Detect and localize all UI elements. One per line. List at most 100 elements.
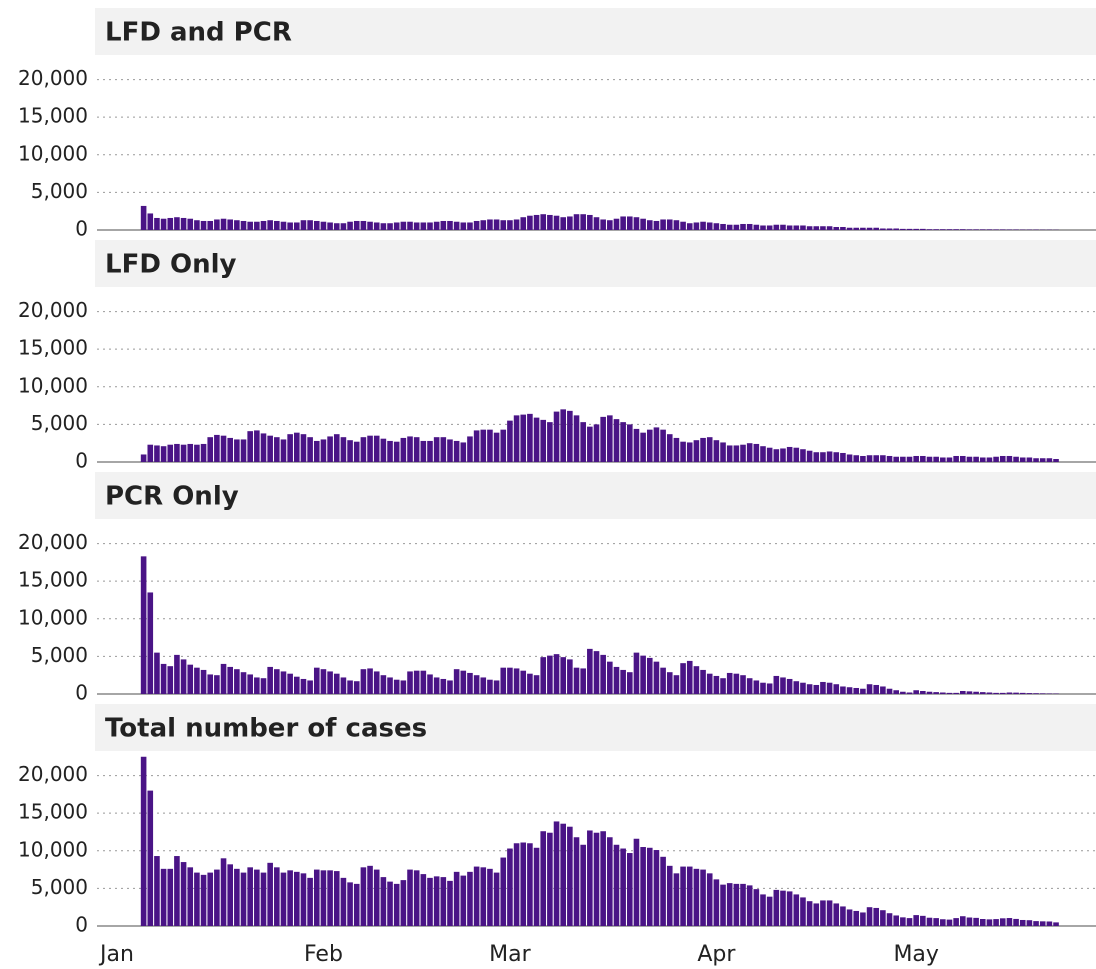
bar [986, 692, 993, 694]
bar [533, 847, 540, 926]
bar [693, 868, 700, 926]
bar [920, 915, 926, 926]
bar [806, 684, 813, 694]
bar [940, 457, 946, 462]
bar [320, 439, 327, 462]
bar [347, 221, 353, 230]
bar [200, 874, 207, 926]
bar [753, 224, 760, 230]
bar [613, 666, 620, 694]
bar [480, 429, 487, 462]
bar [227, 437, 233, 462]
bar [826, 900, 833, 926]
bar [866, 455, 873, 462]
bar [194, 872, 200, 926]
bar [673, 873, 680, 926]
y-tick-label: 0 [75, 913, 88, 937]
bar [493, 680, 500, 694]
bar [327, 436, 333, 462]
bar [1033, 458, 1039, 462]
bar [540, 214, 547, 230]
bar [553, 215, 560, 230]
bar [713, 879, 720, 926]
bar [900, 228, 906, 230]
bar [746, 443, 753, 462]
bar [547, 655, 553, 694]
bar [294, 222, 300, 230]
bar [187, 443, 194, 462]
bar [340, 677, 347, 694]
bar [720, 884, 726, 926]
bar [826, 451, 833, 462]
bar [926, 229, 933, 230]
bar [327, 671, 333, 694]
bar [347, 680, 353, 694]
bar [860, 227, 866, 230]
bar [320, 669, 327, 694]
bar [846, 454, 853, 462]
bar [274, 220, 280, 230]
bar [287, 673, 293, 694]
bar [473, 430, 480, 462]
bar [387, 677, 393, 694]
bar [786, 446, 793, 462]
bar [580, 422, 586, 462]
bar [773, 675, 780, 694]
bar [440, 220, 447, 230]
bar [953, 918, 959, 926]
bar [194, 444, 200, 462]
bar [567, 659, 573, 694]
bar [294, 871, 300, 926]
x-tick-label: May [893, 942, 938, 967]
bar [833, 903, 840, 926]
bar [480, 867, 487, 926]
x-tick-label: Feb [304, 942, 343, 967]
bar [933, 456, 939, 462]
bar [933, 692, 939, 694]
bar [320, 221, 327, 230]
bar [147, 444, 154, 462]
bar [999, 692, 1006, 694]
bar [487, 429, 493, 462]
x-tick-label: Jan [98, 942, 134, 967]
bar [453, 221, 460, 230]
bar [313, 440, 320, 462]
bar [960, 690, 966, 694]
bar [966, 917, 973, 926]
panel-title: LFD Only [105, 250, 236, 280]
bar [327, 222, 333, 230]
bar [373, 869, 380, 926]
bar [780, 224, 786, 230]
bar [260, 872, 267, 926]
bar [840, 452, 846, 462]
bar [806, 901, 813, 926]
bar [853, 455, 860, 462]
bar [820, 452, 826, 462]
bar [234, 439, 240, 462]
bar [460, 670, 467, 694]
bar [1026, 693, 1033, 694]
bar [380, 438, 387, 462]
bar [726, 672, 733, 694]
bar [853, 227, 860, 230]
bar [1053, 458, 1059, 462]
panel-title-band [95, 8, 1096, 55]
bar [407, 869, 413, 926]
bar [733, 673, 740, 694]
bar [820, 900, 826, 926]
bar [740, 675, 746, 694]
bar [274, 867, 280, 926]
bar [587, 830, 593, 926]
bar [174, 217, 180, 230]
bar [160, 663, 167, 694]
bar [167, 666, 174, 694]
bar [633, 217, 640, 230]
bar [560, 217, 566, 230]
bar [520, 670, 527, 694]
bar [307, 680, 313, 694]
bar [413, 222, 420, 230]
bar [367, 221, 373, 230]
bar [467, 672, 473, 694]
bar [833, 226, 840, 230]
bar [793, 681, 800, 694]
